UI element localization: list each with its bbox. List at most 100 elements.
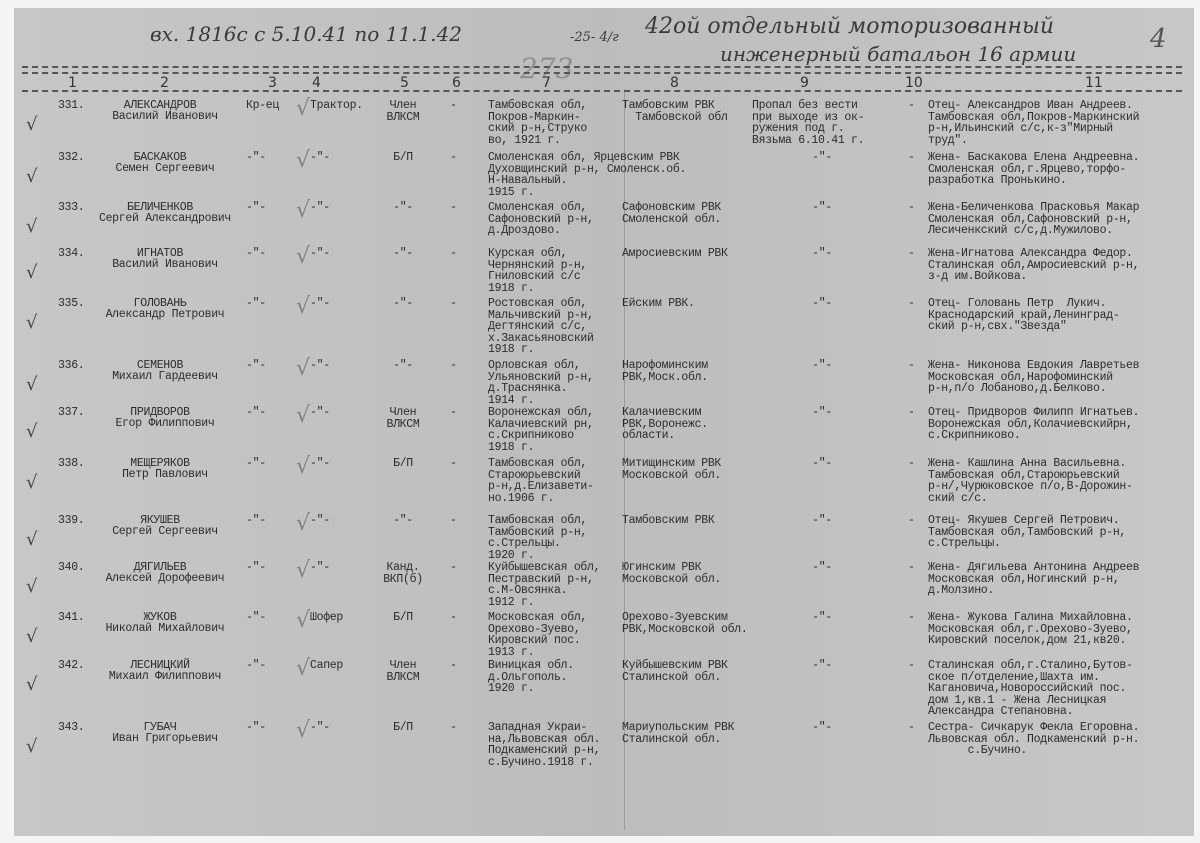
surname: МЕЩЕРЯКОВ — [130, 457, 190, 470]
draft-office: Сафоновским РВК Смоленской обл. — [622, 201, 722, 226]
given-names: Михаил Гардеевич — [112, 370, 218, 383]
tick-mark-icon: √ — [296, 148, 311, 173]
party-status: Б/П — [393, 721, 413, 734]
surname: ГОЛОВАНЬ — [133, 297, 187, 310]
next-of-kin: Жена- Баскакова Елена Андреевна. Смоленс… — [928, 151, 1140, 187]
birthplace-year: Тамбовская обл, Покров-Маркин- ский р-н,… — [488, 99, 588, 147]
column-number: 6 — [452, 75, 461, 91]
column-number: 4 — [312, 75, 321, 91]
given-names: Николай Михайлович — [105, 622, 225, 635]
rank: -"- — [246, 457, 266, 470]
next-of-kin: Отец- Якушев Сергей Петрович. Тамбовская… — [928, 514, 1127, 550]
draft-office: Ейским РВК. — [622, 297, 695, 310]
header-rule-bottom — [22, 90, 1182, 92]
column-10: - — [908, 457, 915, 470]
row-number: 335. — [58, 297, 85, 310]
draft-office: Тамбовским РВК — [622, 514, 715, 527]
tick-mark-icon: √ — [296, 558, 311, 583]
surname: БАСКАКОВ — [133, 151, 187, 164]
fate: -"- — [812, 297, 832, 310]
checkmark-icon: √ — [26, 312, 38, 333]
tick-mark-icon: √ — [296, 511, 311, 536]
rank: -"- — [246, 201, 266, 214]
column-6: - — [450, 99, 457, 112]
row-number: 340. — [58, 561, 85, 574]
column-6: - — [450, 151, 457, 164]
column-number: 8 — [670, 75, 679, 91]
fate: -"- — [812, 359, 832, 372]
draft-office: Югинским РВК Московской обл. — [622, 561, 722, 586]
specialty: -"- — [310, 721, 330, 734]
next-of-kin: Жена- Жукова Галина Михайловна. Московск… — [928, 611, 1133, 647]
birthplace-year: Смоленская обл, Ярцевским РВК Духовщинск… — [488, 151, 687, 199]
unit-title-line2: инженерный батальон 16 армии — [720, 42, 1077, 66]
row-number: 332. — [58, 151, 85, 164]
fate: -"- — [812, 457, 832, 470]
incoming-register-note: вх. 1816с с 5.10.41 по 11.1.42 — [150, 22, 462, 46]
draft-office: Тамбовским РВК Тамбовской обл — [622, 99, 728, 124]
specialty: Сапер — [310, 659, 344, 672]
next-of-kin: Отец- Александров Иван Андреев. Тамбовск… — [928, 99, 1140, 147]
tick-mark-icon: √ — [296, 96, 311, 121]
surname: ЛЕСНИЦКИЙ — [130, 659, 190, 672]
row-number: 337. — [58, 406, 85, 419]
given-names: Александр Петрович — [105, 308, 225, 321]
tick-mark-icon: √ — [296, 244, 311, 269]
birthplace-year: Тамбовская обл, Тамбовский р-н, с.Стрель… — [488, 514, 588, 562]
fate: -"- — [812, 561, 832, 574]
rank: -"- — [246, 721, 266, 734]
fate: -"- — [812, 247, 832, 260]
given-names: Семен Сергеевич — [115, 162, 215, 175]
column-10: - — [908, 406, 915, 419]
surname: ГУБАЧ — [143, 721, 177, 734]
column-number: 7 — [542, 75, 551, 91]
rank: -"- — [246, 514, 266, 527]
tick-mark-icon: √ — [296, 656, 311, 681]
party-status: Канд. ВКП(б) — [383, 561, 423, 586]
fate: -"- — [812, 201, 832, 214]
draft-office: Калачиевским РВК,Воронежс. области. — [622, 406, 708, 442]
document-page — [14, 8, 1194, 836]
rank: -"- — [246, 611, 266, 624]
column-10: - — [908, 201, 915, 214]
fate: -"- — [812, 514, 832, 527]
next-of-kin: Сталинская обл,г.Сталино,Бутов- ское п/о… — [928, 659, 1133, 718]
next-of-kin: Отец- Головань Петр Лукич. Краснодарский… — [928, 297, 1120, 333]
column-10: - — [908, 659, 915, 672]
tick-mark-icon: √ — [296, 454, 311, 479]
row-number: 341. — [58, 611, 85, 624]
column-10: - — [908, 297, 915, 310]
fate: -"- — [812, 659, 832, 672]
column-6: - — [450, 611, 457, 624]
party-status: Б/П — [393, 151, 413, 164]
party-status: Б/П — [393, 457, 413, 470]
fate: -"- — [812, 721, 832, 734]
checkmark-icon: √ — [26, 374, 38, 395]
unit-title-line1: 42ой отдельный моторизованный — [645, 14, 1055, 39]
rank: -"- — [246, 297, 266, 310]
next-of-kin: Сестра- Сичкарук Фекла Егоровна. Львовск… — [928, 721, 1140, 757]
fate: -"- — [812, 406, 832, 419]
column-number: 5 — [400, 75, 409, 91]
row-number: 336. — [58, 359, 85, 372]
column-number: 10 — [905, 75, 923, 91]
draft-office: Орехово-Зуевским РВК,Московской обл. — [622, 611, 748, 636]
given-names: Сергей Александрович — [98, 212, 232, 225]
birthplace-year: Курская обл, Чернянский р-н, Гнилoвский … — [488, 247, 588, 295]
column-6: - — [450, 561, 457, 574]
given-names: Василий Иванович — [112, 258, 218, 271]
birthplace-year: Смоленская обл, Сафоновский р-н, д.Дрозд… — [488, 201, 594, 237]
column-6: - — [450, 359, 457, 372]
given-names: Егор Филиппович — [115, 417, 215, 430]
rank: -"- — [246, 406, 266, 419]
party-status: Член ВЛКСМ — [386, 99, 420, 124]
column-6: - — [450, 514, 457, 527]
rank: -"- — [246, 359, 266, 372]
party-status: -"- — [393, 247, 413, 260]
party-status: -"- — [393, 201, 413, 214]
column-6: - — [450, 659, 457, 672]
checkmark-icon: √ — [26, 529, 38, 550]
column-10: - — [908, 611, 915, 624]
column-10: - — [908, 561, 915, 574]
surname: АЛЕКСАНДРОВ — [123, 99, 197, 112]
